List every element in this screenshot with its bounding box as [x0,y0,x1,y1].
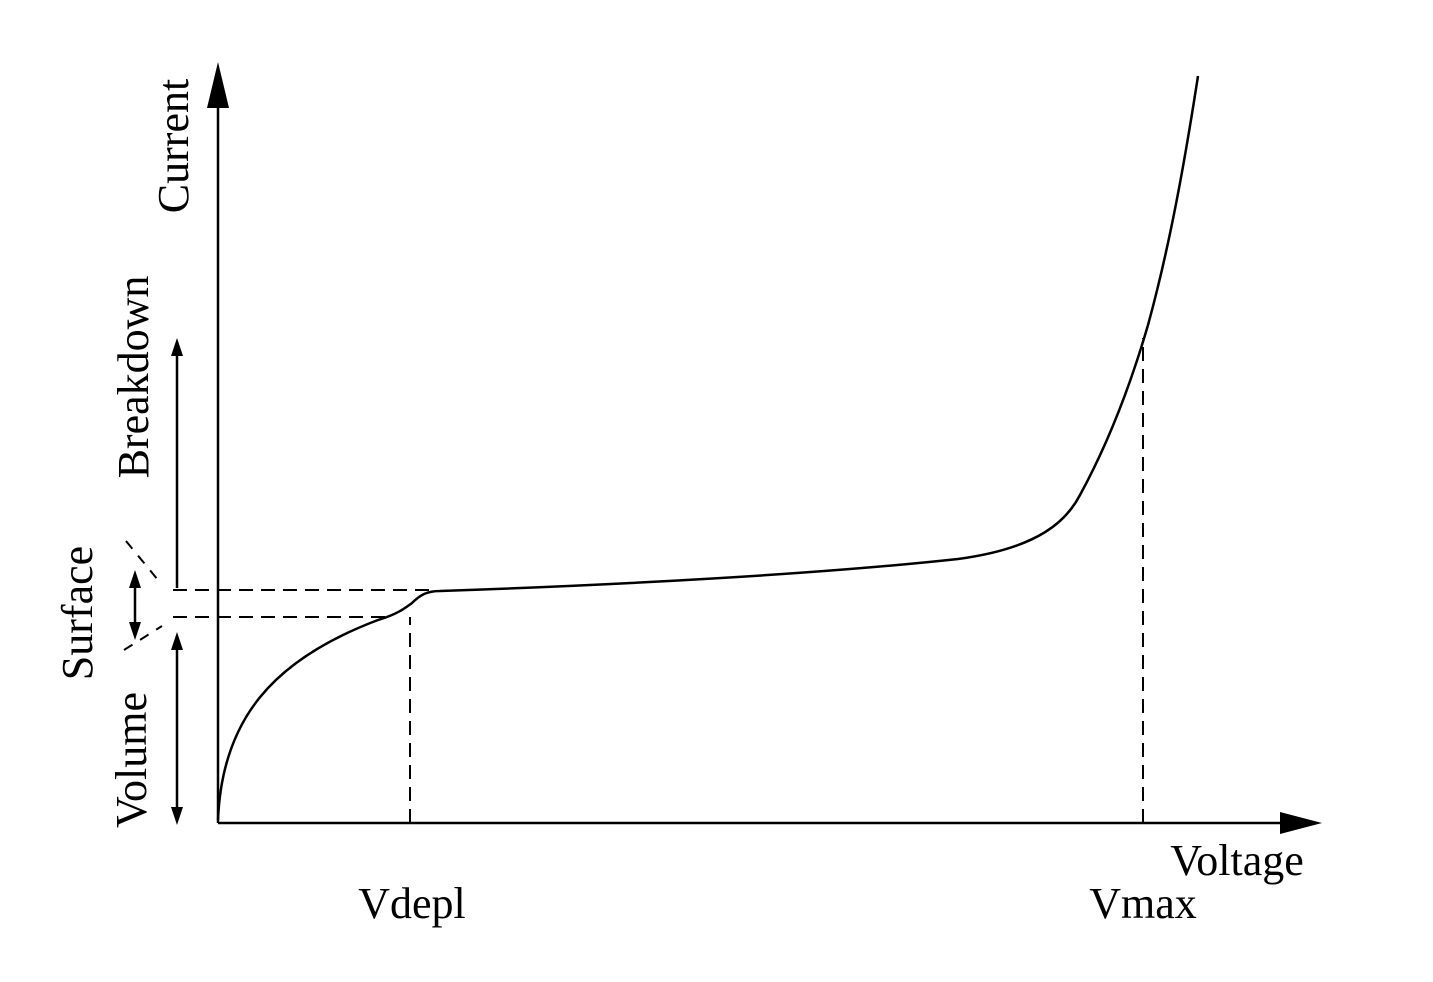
breakdown-arrowhead-up [171,338,183,356]
y-axis-label: Current [149,79,198,213]
axes [216,100,1285,825]
surface-label: Surface [53,546,102,680]
volume-label: Volume [107,692,156,828]
vmax-label: Vmax [1089,879,1197,928]
volume-arrowhead-down [171,807,183,825]
surface-bracket-top [125,540,159,581]
range-arrows [133,352,179,815]
vdepl-label: Vdepl [358,879,466,928]
volume-arrowhead-up [171,632,183,650]
breakdown-label: Breakdown [109,276,158,479]
iv-curve [216,75,1200,821]
surface-arrowhead-up [129,570,141,588]
dashed-guides [123,338,1144,823]
surface-arrowhead-down [129,622,141,640]
surface-bracket-bottom [123,625,163,651]
x-axis-label: Voltage [1170,836,1304,885]
x-axis-arrowhead [1280,812,1322,834]
y-axis-arrowhead [207,62,229,108]
